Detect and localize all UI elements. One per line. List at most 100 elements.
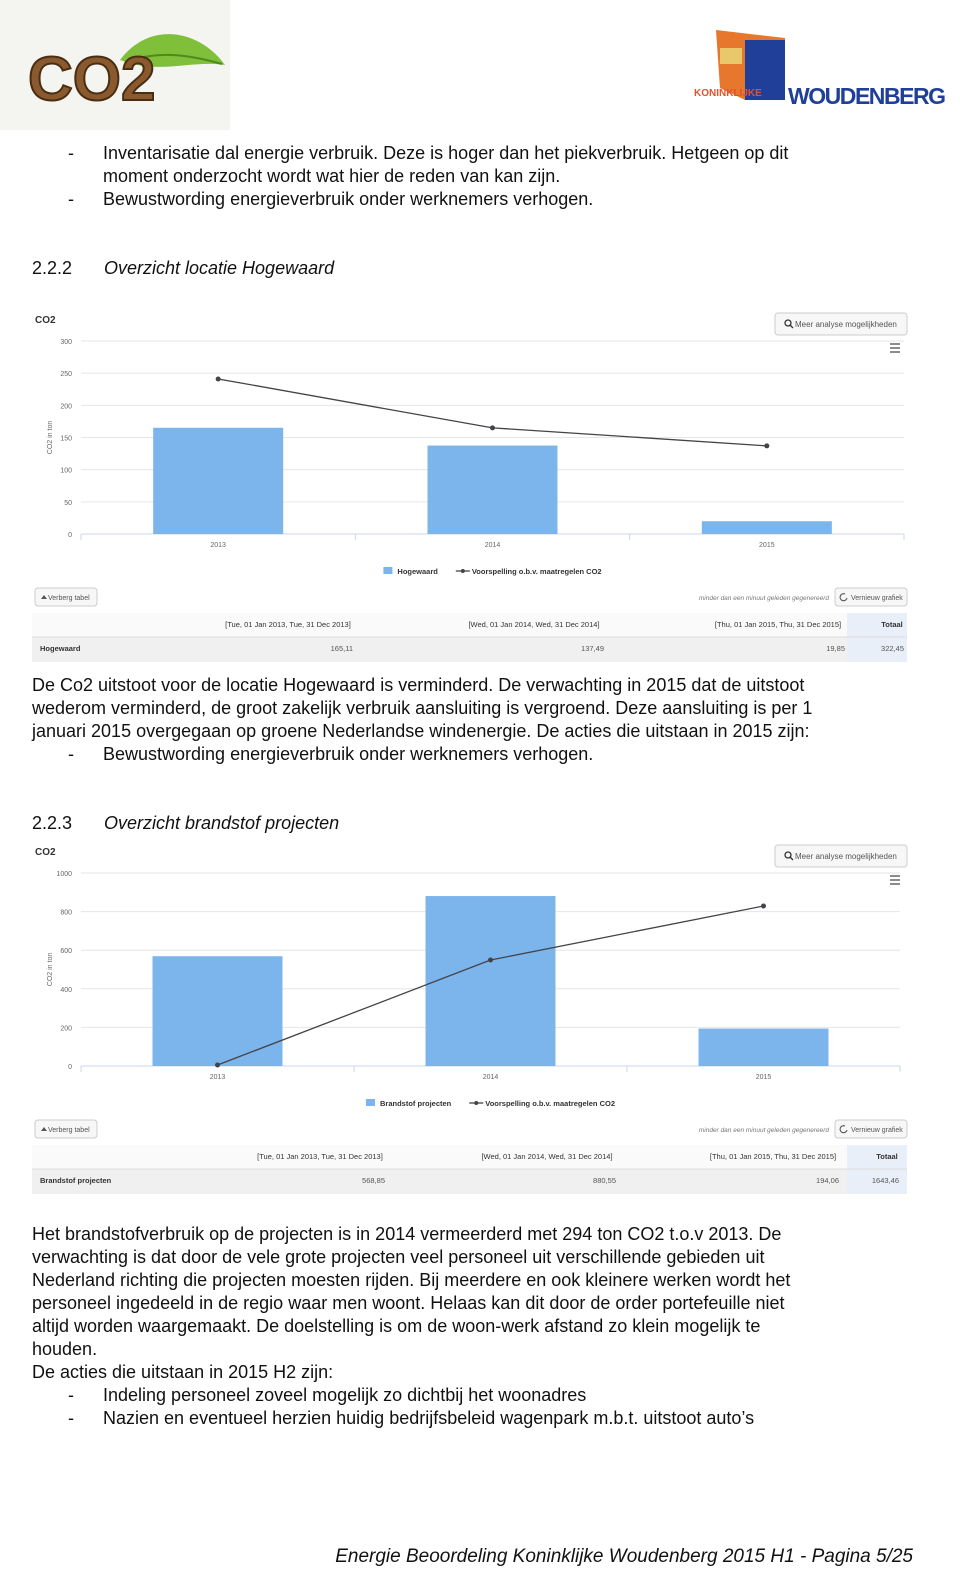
logo-shape-blue (745, 40, 785, 100)
y-axis-label: CO2 in ton (47, 421, 54, 455)
table-row-bg (32, 637, 907, 662)
logo-left-bg (0, 0, 230, 130)
text-line: Het brandstofverbruik op de projecten is… (32, 1224, 782, 1244)
legend: Brandstof projecten Voorspelling o.b.v. m… (365, 1099, 615, 1108)
bar (698, 1028, 829, 1066)
y-tick-label: 50 (64, 500, 72, 507)
x-tick-label: 2013 (210, 542, 226, 549)
search-icon (784, 851, 792, 859)
legend-swatch (474, 1101, 479, 1105)
y-tick-label: 300 (60, 339, 72, 346)
table-cell: 322,45 (881, 644, 904, 653)
text-line: verwachting is dat door de vele grote pr… (32, 1247, 765, 1267)
y-tick-label: 600 (60, 948, 72, 955)
analyse-button-label: Meer analyse mogelijkheden (795, 852, 897, 861)
table-cell: 568,85 (362, 1176, 385, 1185)
legend-label: Hogewaard (397, 567, 438, 576)
line-point (764, 443, 770, 449)
line-point (761, 903, 766, 909)
text-line: wederom verminderd, de groot zakelijk ve… (32, 698, 813, 718)
toggle-table-button (34, 1119, 98, 1139)
table-cell: 194,06 (816, 1176, 839, 1185)
chart-title: CO2 (35, 315, 56, 326)
text-line: moment onderzocht wordt wat hier de rede… (103, 166, 561, 186)
refresh-label: Vernieuw grafiek (851, 595, 903, 602)
bullet: - Inventarisatie dal energie verbruik. D… (68, 143, 789, 186)
table-cell: 165,11 (331, 644, 353, 653)
table-row-label: Brandstof projecten (40, 1176, 112, 1185)
refresh-icon (839, 1125, 848, 1134)
footer: Energie Beoordeling Koninklijke Woudenbe… (335, 1546, 913, 1567)
legend-label: Voorspelling o.b.v. maatregelen CO2 (485, 1099, 615, 1108)
table-header: [Wed, 01 Jan 2014, Wed, 31 Dec 2014] (481, 1152, 612, 1161)
section-number: 2.2.3 (32, 813, 73, 833)
x-tick-label: 2015 (759, 542, 775, 549)
y-tick-label: 200 (60, 403, 72, 410)
logo-left: CO2 (28, 45, 155, 114)
y-tick-label: 150 (60, 436, 72, 443)
line-point (215, 1062, 220, 1068)
text-line: Nederland richting die projecten moesten… (32, 1270, 791, 1290)
legend-label: Brandstof projecten (380, 1099, 452, 1108)
chart: CO2 Meer analyse mogelijkheden CO2 in ton 0… (32, 312, 908, 662)
bar (701, 521, 832, 534)
section-text: Het brandstofverbruik op de projecten is… (32, 1223, 790, 1430)
search-icon (789, 324, 794, 329)
x-tick-label: 2014 (485, 542, 501, 549)
y-tick-label: 800 (60, 910, 72, 917)
refresh-button (834, 587, 908, 607)
bullet: - Bewustwording energieverbruik onder we… (32, 188, 788, 211)
section-number: 2.2.2 (32, 258, 73, 278)
text-line: Inventarisatie dal energie verbruik. Dez… (103, 143, 789, 163)
table-header: Totaal (876, 1152, 898, 1161)
header: CO2 KONINKLIJKE WOUDENBERG (0, 0, 946, 130)
y-tick-label: 400 (60, 987, 72, 994)
legend-swatch (383, 567, 393, 574)
table-header: [Tue, 01 Jan 2013, Tue, 31 Dec 2013] (257, 1152, 383, 1161)
section-text: De Co2 uitstoot voor de locatie Hogewaar… (32, 674, 812, 766)
chart-title: CO2 (35, 847, 56, 858)
table-row-bg (32, 1169, 907, 1194)
logo-right: WOUDENBERG (788, 83, 946, 109)
intro-bullets: - Inventarisatie dal energie verbruik. D… (32, 142, 788, 211)
table-header: [Thu, 01 Jan 2015, Thu, 31 Dec 2015] (710, 1152, 836, 1161)
search-icon (784, 319, 792, 327)
text-line: personeel ingedeeld in de regio waar men… (32, 1293, 785, 1313)
analyse-button-label: Meer analyse mogelijkheden (795, 320, 897, 329)
text-line: Bewustwording energieverbruik onder werk… (103, 189, 594, 209)
toggle-table-label: Verberg tabel (48, 1127, 90, 1134)
y-tick-label: 100 (60, 468, 72, 475)
text-line: Nazien en eventueel herzien huidig bedri… (103, 1408, 755, 1428)
bar (427, 445, 558, 534)
crown (720, 48, 742, 64)
refresh-button (834, 1119, 908, 1139)
generated-note: minder dan een minuut geleden gegenereer… (699, 1127, 829, 1134)
section-title: Overzicht locatie Hogewaard (104, 258, 335, 278)
line-point (488, 957, 493, 963)
bar (425, 896, 556, 1066)
x-tick-label: 2015 (756, 1074, 772, 1081)
bullet: - Nazien en eventueel herzien huidig bed… (32, 1407, 790, 1430)
logo-right-small: KONINKLIJKE (694, 88, 762, 99)
chart: CO2 Meer analyse mogelijkheden CO2 in ton 0… (32, 844, 908, 1194)
bar (153, 427, 284, 534)
bar (152, 956, 283, 1066)
legend-swatch (365, 1099, 375, 1106)
analyse-button (774, 312, 908, 336)
bullet: - Indeling personeel zoveel mogelijk zo … (32, 1384, 790, 1407)
legend: Hogewaard Voorspelling o.b.v. maatregelen… (383, 567, 602, 576)
toggle-table-label: Verberg tabel (48, 595, 90, 602)
y-tick-label: 250 (60, 371, 72, 378)
analyse-button (774, 844, 908, 868)
text-line: Indeling personeel zoveel mogelijk zo di… (103, 1385, 587, 1405)
refresh-icon (839, 593, 848, 602)
toggle-icon (41, 1127, 47, 1131)
toggle-icon (41, 595, 47, 599)
search-icon (789, 856, 794, 861)
generated-note: minder dan een minuut geleden gegenereer… (699, 595, 829, 602)
text-line: De Co2 uitstoot voor de locatie Hogewaar… (32, 675, 805, 695)
text-line: Bewustwording energieverbruik onder werk… (103, 744, 594, 764)
table-header: [Thu, 01 Jan 2015, Thu, 31 Dec 2015] (715, 620, 841, 629)
refresh-label: Vernieuw grafiek (851, 1127, 903, 1134)
